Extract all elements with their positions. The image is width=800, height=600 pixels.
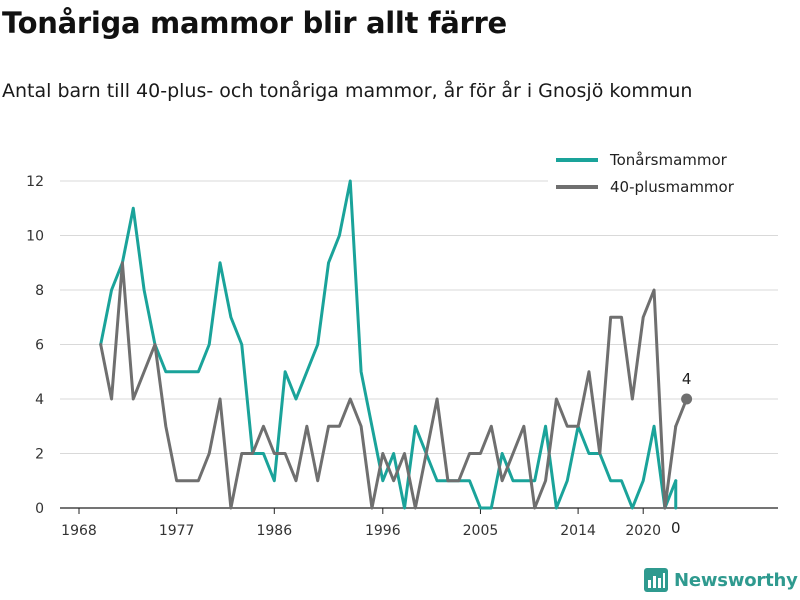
y-tick-label: 8 xyxy=(35,283,44,299)
legend-label-teen: Tonårsmammor xyxy=(609,151,728,169)
y-tick-label: 6 xyxy=(35,338,44,354)
x-tick-label: 1986 xyxy=(256,523,292,539)
series-line-forty xyxy=(99,261,678,510)
y-tick-label: 4 xyxy=(35,392,44,408)
x-tick-label: 2005 xyxy=(463,523,499,539)
x-tick-label: 1968 xyxy=(61,523,97,539)
newsworthy-logo-text: Newsworthy xyxy=(674,569,798,591)
y-tick-label: 2 xyxy=(35,447,44,463)
x-tick-label: 2020 xyxy=(625,523,661,539)
end-value-label-teen: 0 xyxy=(671,519,681,537)
newsworthy-logo-icon xyxy=(644,568,668,592)
end-point-marker xyxy=(681,393,693,405)
legend-label-forty: 40-plusmammor xyxy=(610,178,735,196)
x-tick-label: 2014 xyxy=(560,523,596,539)
chart-title: Tonåriga mammor blir allt färre xyxy=(2,6,507,40)
end-value-label-forty: 4 xyxy=(682,370,692,388)
legend-box xyxy=(548,148,778,200)
x-tick-label: 1996 xyxy=(365,523,401,539)
newsworthy-logo: Newsworthy xyxy=(644,568,798,592)
y-tick-label: 10 xyxy=(26,229,44,245)
x-tick-label: 1977 xyxy=(159,523,195,539)
y-tick-label: 12 xyxy=(26,174,44,190)
y-tick-label: 0 xyxy=(35,501,44,517)
chart-subtitle: Antal barn till 40-plus- och tonåriga ma… xyxy=(2,80,693,102)
